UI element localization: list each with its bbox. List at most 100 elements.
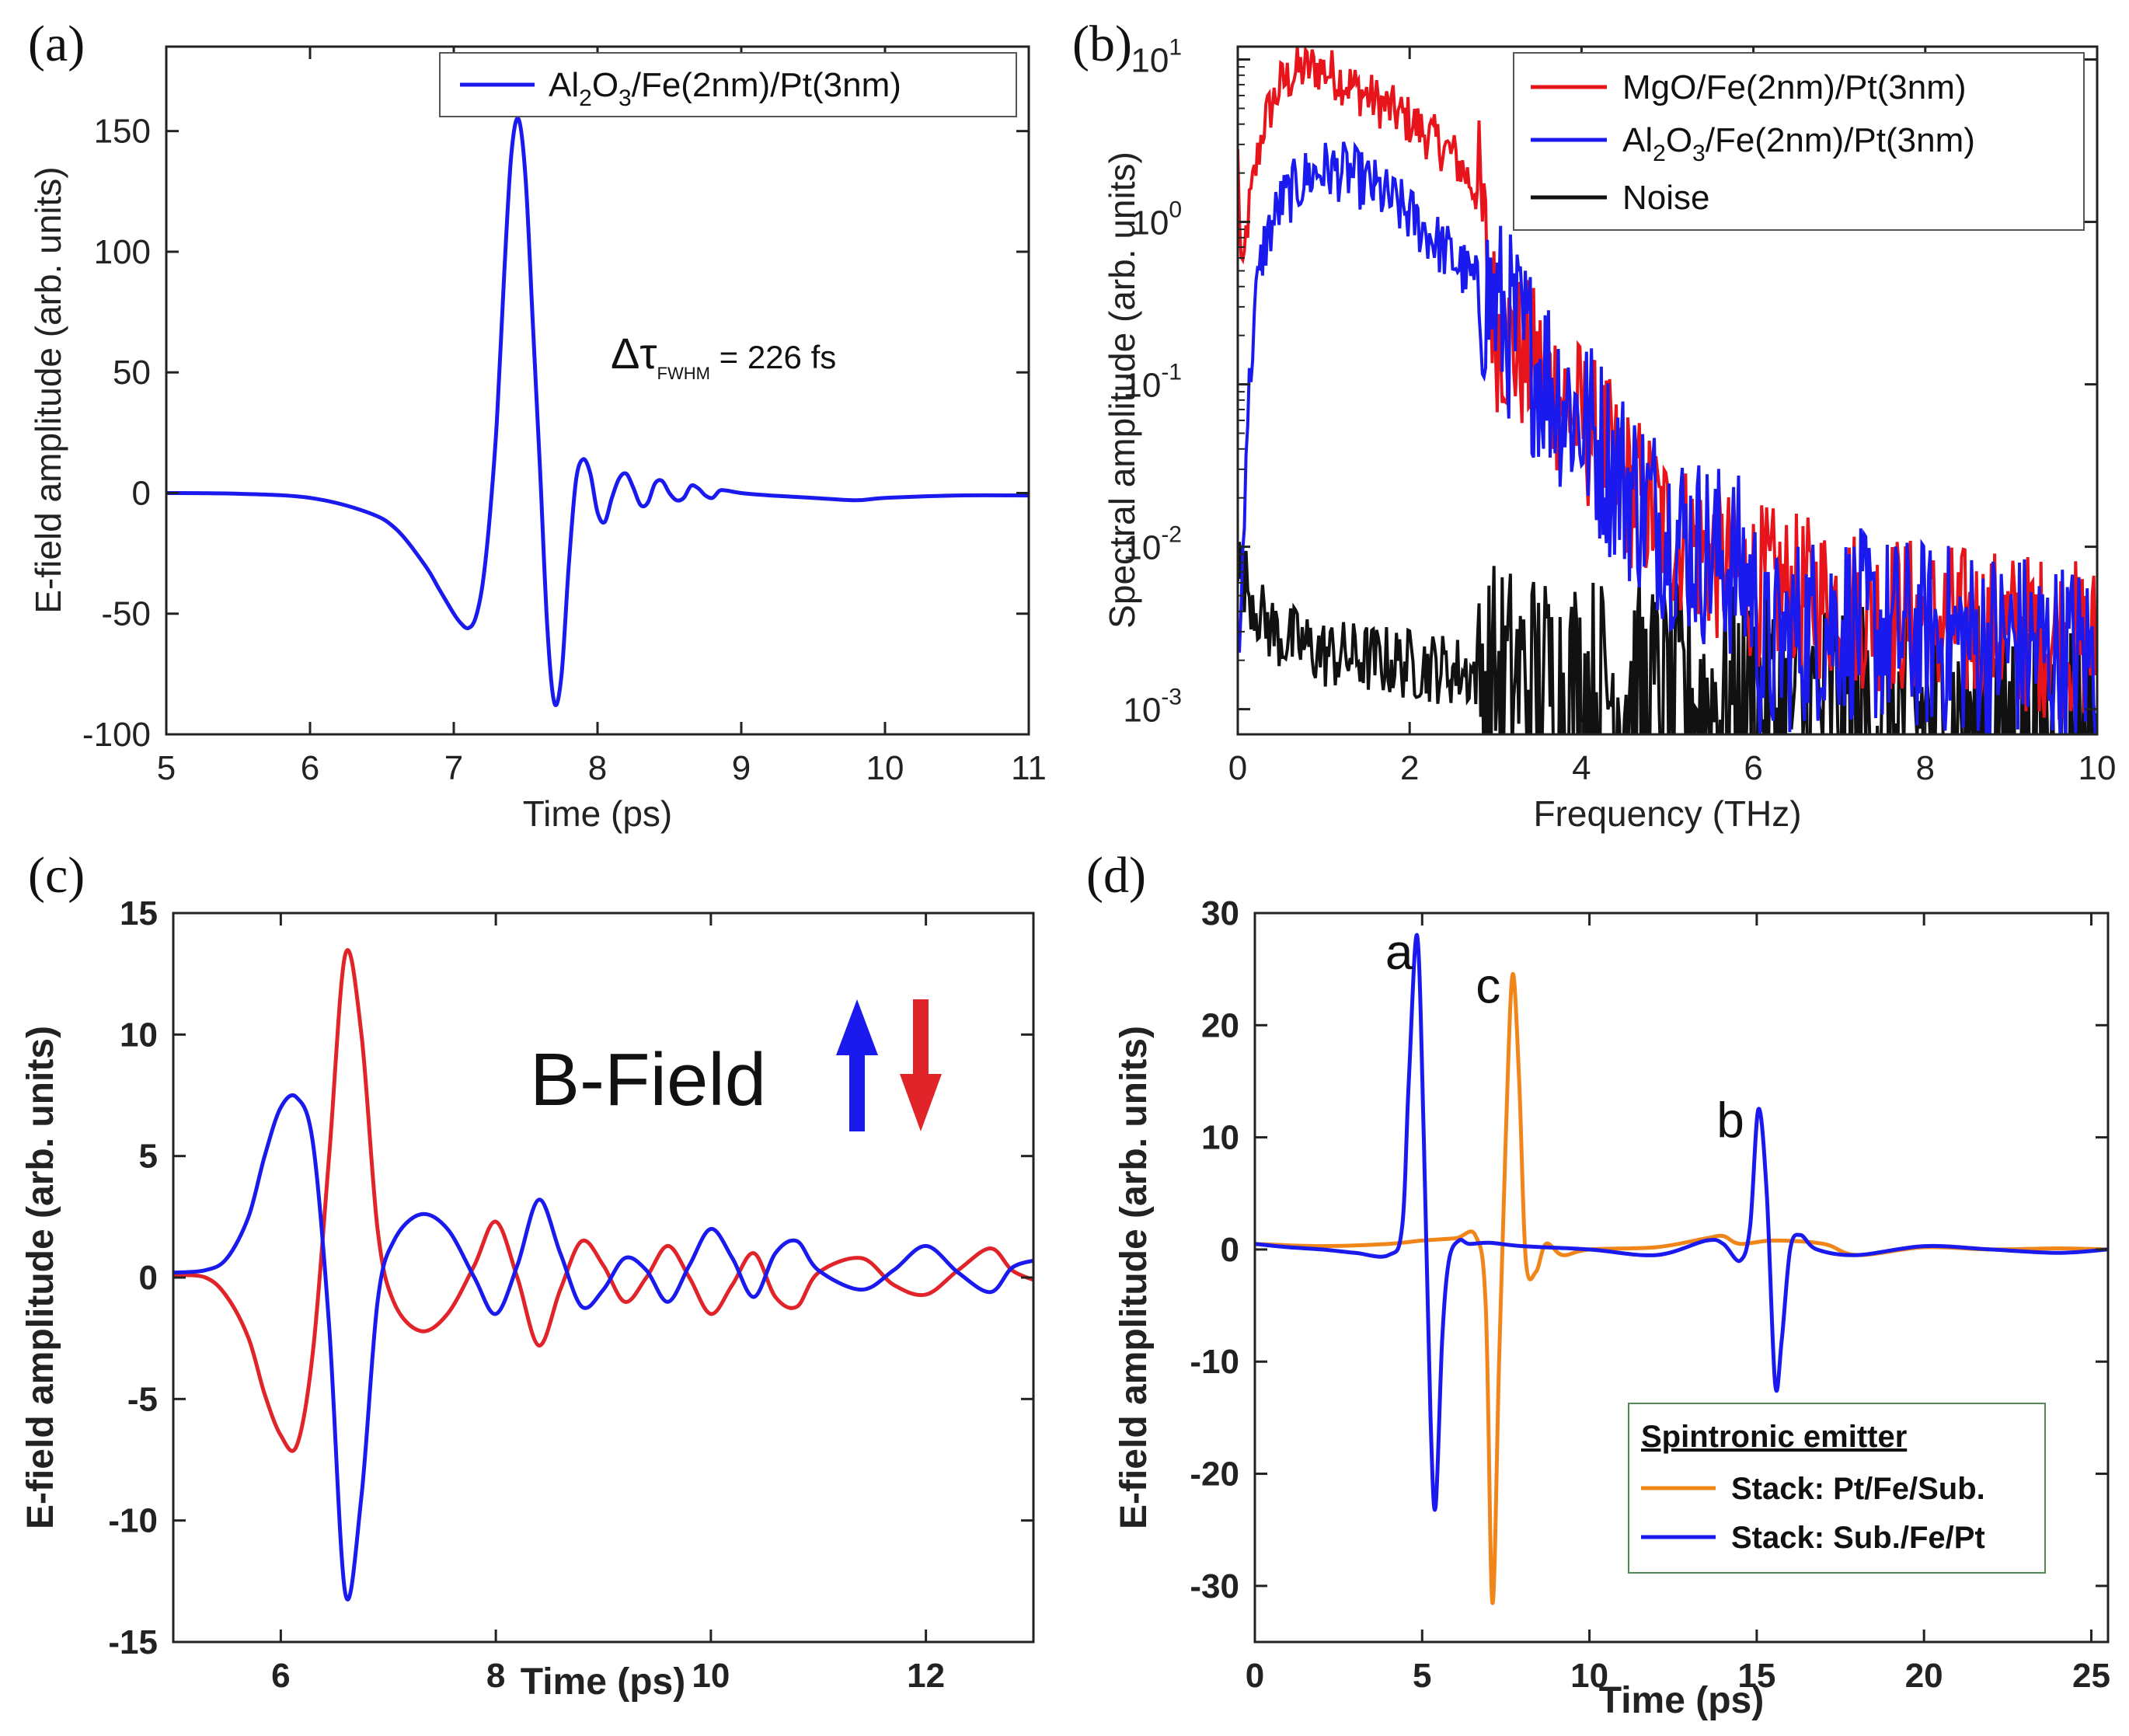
panel-d-series <box>1255 932 2108 1605</box>
panel-c-arrow-down-icon <box>900 999 942 1131</box>
x-tick-label: 10 <box>692 1657 730 1695</box>
y-tick-label: -5 <box>127 1380 158 1418</box>
panel-c-y-ticks: -15 -10 -5 0 5 10 15 <box>108 894 1033 1661</box>
panel-c-bfield-label: B-Field <box>530 1038 766 1121</box>
y-tick-label: 15 <box>120 894 158 932</box>
panel-d-frame <box>1253 912 2110 1644</box>
panel-a-legend: Al2O3/Fe(2nm)/Pt(3nm) <box>439 52 1017 117</box>
x-tick-label: 9 <box>732 749 751 787</box>
panel-b-x-axis-title: Frequency (THz) <box>1533 793 1801 834</box>
panel-c-series <box>173 948 1033 1602</box>
panel-b-legend-label-noise: Noise <box>1622 179 1710 217</box>
panel-b-x-ticks: 0 2 4 6 8 10 <box>1228 47 2117 787</box>
y-tick-label: 150 <box>94 113 151 151</box>
y-tick-label: 10-2 <box>1123 522 1182 567</box>
x-tick-label: 10 <box>866 749 904 787</box>
panel-b-legend: MgO/Fe(2nm)/Pt(3nm) Al2O3/Fe(2nm)/Pt(3nm… <box>1513 52 2085 231</box>
panel-c-label: (c) <box>28 847 85 904</box>
panel-a-label: (a) <box>28 16 85 72</box>
panel-b-series-noise-line <box>1238 542 2097 734</box>
panel-d-legend-label-subfept: Stack: Sub./Fe/Pt <box>1731 1521 1985 1555</box>
y-tick-label: 50 <box>113 354 151 392</box>
panel-a-series-line <box>166 116 1029 707</box>
panel-a-series <box>166 116 1029 707</box>
x-tick-label: 6 <box>301 749 319 787</box>
y-tick-label: 10 <box>120 1016 158 1054</box>
panel-d-y-ticks: -30 -20 -10 0 10 20 30 <box>1190 894 2108 1605</box>
x-tick-label: 12 <box>907 1657 945 1695</box>
panel-d-y-axis-title: E-field amplitude (arb. units) <box>1113 1026 1155 1529</box>
x-tick-label: 6 <box>1744 749 1762 787</box>
panel-a: (a) 5 6 7 8 9 10 11 -100 -50 0 50 100 150 Time (ps)… <box>28 16 1047 834</box>
y-tick-label: -30 <box>1190 1567 1239 1605</box>
x-tick-label: 8 <box>486 1657 505 1695</box>
panel-b-series-al2o3-line <box>1238 141 2097 734</box>
x-tick-label: 5 <box>157 749 176 787</box>
y-tick-label: -20 <box>1190 1455 1239 1494</box>
panel-c-x-axis-title: Time (ps) <box>521 1661 685 1703</box>
panel-c: (c) 6 8 10 12 -15 -10 -5 0 5 10 15 Time (ps) E-fi… <box>20 847 1035 1703</box>
panel-c-series-down-line <box>173 948 1033 1453</box>
y-tick-label: 10 <box>1201 1119 1239 1157</box>
x-tick-label: 0 <box>1228 749 1247 787</box>
panel-a-fwhm-annotation: ΔτFWHM = 226 fs <box>611 329 836 383</box>
panel-a-legend-box <box>439 52 1017 117</box>
x-tick-label: 2 <box>1400 749 1419 787</box>
panel-b-legend-label-al2o3: Al2O3/Fe(2nm)/Pt(3nm) <box>1622 121 1975 166</box>
y-tick-label: 101 <box>1131 35 1182 80</box>
panel-b-legend-label-mgo: MgO/Fe(2nm)/Pt(3nm) <box>1622 68 1967 106</box>
panel-b-legend-box <box>1513 52 2085 231</box>
x-tick-label: 20 <box>1905 1657 1943 1695</box>
x-tick-label: 6 <box>271 1657 290 1695</box>
y-tick-label: -15 <box>108 1623 158 1661</box>
y-tick-label: 100 <box>94 233 151 271</box>
x-tick-label: 25 <box>2072 1657 2110 1695</box>
panel-a-frame <box>165 45 1030 736</box>
panel-d-series-subfept-line <box>1255 932 2108 1512</box>
panel-a-legend-label: Al2O3/Fe(2nm)/Pt(3nm) <box>549 66 901 111</box>
x-tick-label: 10 <box>1570 1657 1608 1695</box>
peak-label: b <box>1716 1093 1744 1149</box>
y-tick-label: 0 <box>132 474 151 512</box>
panel-b-series <box>1238 47 2097 734</box>
y-tick-label: -10 <box>1190 1343 1239 1381</box>
y-tick-label: -10 <box>108 1502 158 1540</box>
panel-b-frame <box>1236 45 2099 736</box>
peak-label: c <box>1476 957 1500 1013</box>
x-tick-label: 10 <box>2078 749 2117 787</box>
panel-d-legend: Spintronic emitter Stack: Pt/Fe/Sub. Sta… <box>1628 1403 2046 1574</box>
y-tick-label: 0 <box>1221 1231 1239 1269</box>
x-tick-label: 15 <box>1737 1657 1775 1695</box>
panel-b-label: (b) <box>1072 16 1132 72</box>
panel-b-y-axis-title: Spectral amplitude (arb. units) <box>1102 152 1142 629</box>
x-tick-label: 8 <box>588 749 607 787</box>
panel-d-x-ticks: 0 5 10 15 20 25 <box>1246 913 2110 1695</box>
panel-c-arrow-up-icon <box>836 999 878 1131</box>
panel-d-legend-title: Spintronic emitter <box>1641 1420 1907 1454</box>
panel-c-x-ticks: 6 8 10 12 <box>271 913 945 1695</box>
y-tick-label: 30 <box>1201 894 1239 932</box>
panel-a-x-axis-title: Time (ps) <box>523 793 673 834</box>
y-tick-label: -50 <box>101 595 151 633</box>
y-tick-label: 100 <box>1131 197 1182 242</box>
x-tick-label: 0 <box>1246 1657 1264 1695</box>
panel-c-frame <box>172 912 1035 1644</box>
x-tick-label: 7 <box>444 749 463 787</box>
panel-d-label: (d) <box>1086 847 1146 904</box>
panel-c-series-up-line <box>173 1093 1033 1602</box>
panel-b-y-ticks: 101 100 10-1 10-2 10-3 <box>1123 35 2097 730</box>
y-tick-label: 20 <box>1201 1006 1239 1044</box>
panel-a-y-ticks: -100 -50 0 50 100 150 <box>82 113 1029 754</box>
x-tick-label: 4 <box>1572 749 1591 787</box>
peak-label: a <box>1385 924 1413 980</box>
x-tick-label: 11 <box>1011 749 1047 787</box>
panel-d-legend-label-ptfesub: Stack: Pt/Fe/Sub. <box>1731 1472 1985 1506</box>
panel-d-series-ptfesub-line <box>1255 971 2108 1605</box>
y-tick-label: 0 <box>139 1259 158 1297</box>
x-tick-label: 5 <box>1413 1657 1431 1695</box>
x-tick-label: 8 <box>1916 749 1935 787</box>
panel-d-x-axis-title: Time (ps) <box>1599 1680 1764 1721</box>
y-tick-label: 10-1 <box>1123 360 1182 405</box>
panel-d: (d) 0 5 10 15 20 25 -30 -20 -10 0 10 20 30 Time (ps… <box>1086 847 2110 1721</box>
